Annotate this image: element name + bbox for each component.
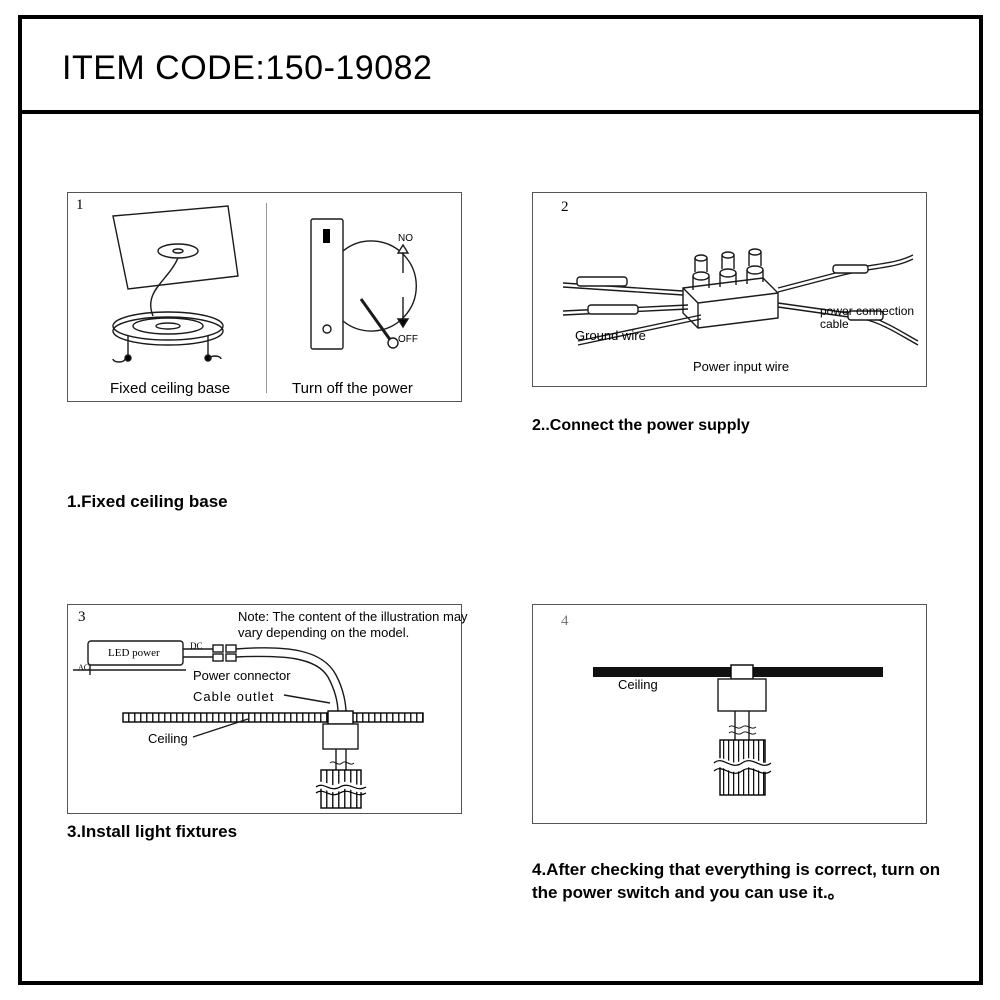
- item-code-title: ITEM CODE:150-19082: [62, 49, 979, 88]
- caption-2: 2..Connect the power supply: [532, 417, 750, 435]
- label-turn-off-power: Turn off the power: [292, 380, 413, 397]
- label-cable-outlet: Cable outlet: [193, 689, 274, 704]
- label-no: NO: [398, 233, 413, 244]
- label-led-power: LED power: [108, 647, 160, 659]
- caption-3: 3.Install light fixtures: [67, 822, 237, 842]
- label-ground-wire: Ground wire: [575, 328, 646, 343]
- label-power-connector: Power connector: [193, 668, 291, 683]
- panel-1-divider: [266, 203, 267, 393]
- label-off: OFF: [398, 334, 418, 345]
- final-check-drawing: [533, 605, 928, 825]
- caption-1: 1.Fixed ceiling base: [67, 492, 228, 512]
- label-ceiling-3: Ceiling: [148, 731, 188, 746]
- panel-3: 3 Note: The content of the illustration …: [67, 604, 462, 814]
- label-ceiling-4: Ceiling: [618, 677, 658, 692]
- ceiling-base-drawing: [73, 201, 263, 381]
- header: ITEM CODE:150-19082: [22, 19, 979, 114]
- panel-1: 1: [67, 192, 462, 402]
- outer-frame: ITEM CODE:150-19082 1: [18, 15, 983, 985]
- label-ac: AC: [78, 663, 89, 672]
- content-area: 1: [22, 114, 979, 977]
- label-fixed-ceiling-base: Fixed ceiling base: [110, 380, 230, 397]
- panel-2: 2: [532, 192, 927, 387]
- label-power-input-wire: Power input wire: [693, 359, 789, 374]
- label-power-connection-cable: power connection cable: [820, 305, 914, 331]
- install-fixtures-drawing: [68, 605, 463, 815]
- label-dc: DC: [190, 641, 203, 651]
- caption-4: 4.After checking that everything is corr…: [532, 859, 942, 905]
- panel-4: 4: [532, 604, 927, 824]
- power-switch-drawing: [273, 201, 453, 381]
